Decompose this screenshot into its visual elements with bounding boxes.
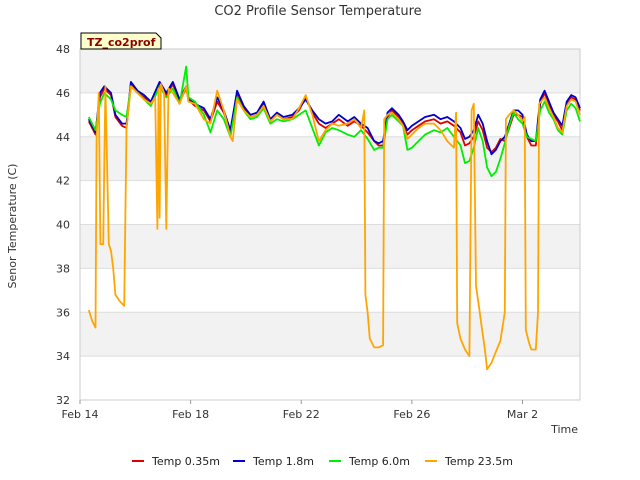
series-line-1 [87, 81, 581, 156]
series-line-3 [87, 83, 581, 371]
legend-label-1: Temp 1.8m [252, 455, 314, 468]
background-band [80, 49, 580, 93]
y-tick-label: 34 [56, 350, 70, 363]
y-tick-label: 46 [56, 87, 70, 100]
chart-title: CO2 Profile Sensor Temperature [214, 4, 421, 19]
y-axis-label: Senor Temperature (C) [6, 164, 19, 289]
x-tick-label: Mar 2 [507, 408, 538, 421]
background-band [80, 180, 580, 225]
plot-background-bands [80, 49, 580, 400]
series-lines [87, 65, 581, 371]
y-axis-ticks: 32 34 36 38 40 42 44 46 48 [56, 43, 70, 407]
x-tick-label: Feb 26 [393, 408, 430, 421]
y-tick-label: 32 [56, 394, 70, 407]
y-tick-label: 40 [56, 219, 70, 232]
background-band [80, 312, 580, 357]
legend-label-0: Temp 0.35m [151, 455, 220, 468]
y-tick-label: 42 [56, 175, 70, 188]
site-tag-box [80, 32, 162, 50]
x-axis-ticks: Feb 14 Feb 18 Feb 22 Feb 26 Mar 2 [62, 400, 538, 421]
y-tick-label: 38 [56, 262, 70, 275]
background-band [80, 268, 580, 313]
background-band [80, 224, 580, 269]
series-line-2 [87, 65, 581, 178]
background-band [80, 136, 580, 181]
legend: Temp 0.35m Temp 1.8m Temp 6.0m Temp 23.5m [132, 455, 513, 468]
legend-label-2: Temp 6.0m [348, 455, 410, 468]
site-tag: TZ_co2prof [80, 32, 162, 50]
x-tick-label: Feb 14 [62, 408, 99, 421]
plot-area-frame [79, 48, 581, 401]
y-tick-label: 36 [56, 306, 70, 319]
x-tick-label: Feb 22 [283, 408, 320, 421]
legend-label-3: Temp 23.5m [444, 455, 513, 468]
y-tick-label: 48 [56, 43, 70, 56]
background-band [80, 356, 580, 400]
x-axis-label: Time [550, 423, 578, 436]
x-tick-label: Feb 18 [172, 408, 209, 421]
y-tick-label: 44 [56, 131, 70, 144]
site-tag-label: TZ_co2prof [87, 36, 156, 49]
